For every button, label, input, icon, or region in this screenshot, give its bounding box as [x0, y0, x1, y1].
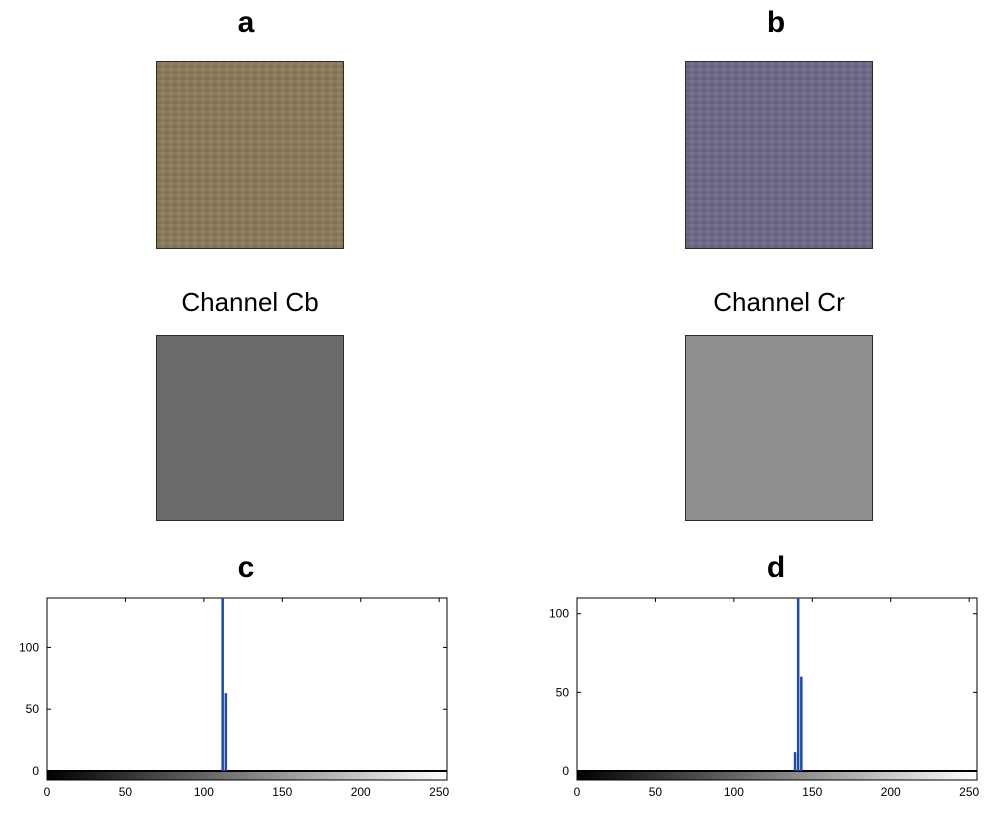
x-tick-label: 100 [194, 785, 214, 799]
histogram-bar [796, 598, 800, 771]
x-tick-label: 50 [119, 785, 133, 799]
channel-cb-title: Channel Cb [181, 287, 319, 317]
rgb-swatch-b [685, 61, 873, 249]
x-tick-label: 50 [649, 785, 663, 799]
x-tick-label: 150 [272, 785, 292, 799]
panel-label-d: d [766, 551, 786, 584]
histogram-bar [793, 752, 797, 771]
x-tick-label: 100 [724, 785, 744, 799]
histogram-bar [800, 676, 803, 771]
panel-label-b: b [766, 6, 786, 39]
x-tick-label: 250 [959, 785, 979, 799]
x-tick-label: 200 [351, 785, 371, 799]
histogram-bar [224, 693, 228, 771]
x-tick-label: 150 [802, 785, 822, 799]
y-tick-label: 50 [26, 702, 40, 716]
panel-label-c: c [237, 551, 255, 584]
channel-cr-title: Channel Cr [713, 287, 845, 317]
y-tick-label: 0 [562, 764, 569, 778]
panel-label-a: a [237, 6, 255, 39]
y-tick-label: 0 [32, 764, 39, 778]
y-tick-label: 50 [556, 685, 570, 699]
x-tick-label: 0 [574, 785, 581, 799]
y-tick-label: 100 [19, 640, 39, 654]
cb-channel-swatch [156, 335, 344, 521]
x-tick-label: 200 [881, 785, 901, 799]
plot-frame [576, 597, 978, 781]
cr-channel-swatch [685, 335, 873, 521]
x-tick-label: 250 [429, 785, 449, 799]
rgb-swatch-a [156, 61, 344, 249]
grayscale-colorbar [576, 770, 978, 781]
plot-frame [46, 597, 448, 781]
y-tick-label: 100 [549, 607, 569, 621]
x-tick-label: 0 [44, 785, 51, 799]
histogram-bar [221, 598, 224, 771]
